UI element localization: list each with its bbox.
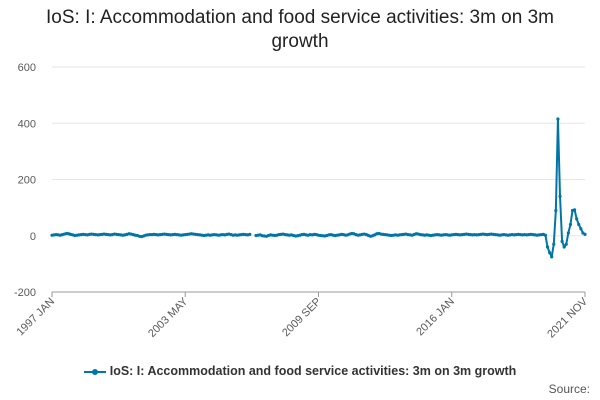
series-group	[50, 117, 587, 259]
data-point	[248, 232, 252, 236]
data-point	[545, 245, 550, 249]
y-tick-label: 0	[30, 231, 36, 243]
x-tick-label: 2021 NOV	[545, 295, 590, 340]
gridlines	[52, 66, 585, 293]
data-point	[554, 208, 558, 213]
legend-swatch	[83, 366, 106, 378]
data-point	[562, 245, 566, 249]
data-point	[564, 242, 568, 246]
data-point	[556, 117, 560, 121]
x-tick-label: 2016 JAN	[414, 296, 457, 339]
y-tick-label: 200	[18, 175, 36, 187]
data-point	[550, 255, 554, 259]
data-point	[543, 233, 548, 237]
x-axis-ticks: 1997 JAN 2003 MAY 2009 SEP 2016 JAN 2021 NOV	[14, 292, 591, 340]
chart-title: IoS: I: Accommodation and food service a…	[46, 7, 554, 52]
data-point	[560, 239, 564, 243]
data-point	[575, 217, 579, 221]
data-point	[577, 222, 581, 227]
y-tick-label: 600	[18, 62, 36, 74]
data-point	[566, 231, 570, 235]
data-point	[552, 242, 556, 246]
legend[interactable]: IoS: I: Accommodation and food service a…	[0, 364, 600, 378]
legend-label: IoS: I: Accommodation and food service a…	[109, 364, 517, 378]
x-tick-label: 2009 SEP	[280, 296, 324, 340]
data-point	[583, 232, 587, 236]
y-axis-ticks: 600 400 200 0 -200	[14, 62, 36, 299]
data-point	[548, 251, 552, 255]
x-tick-label: 2003 MAY	[146, 295, 191, 340]
source-label: Source:	[548, 382, 590, 396]
data-point	[579, 227, 583, 231]
data-point	[568, 222, 573, 227]
data-point	[572, 208, 577, 212]
y-tick-label: -200	[14, 287, 36, 299]
x-tick-label: 1997 JAN	[14, 296, 57, 339]
data-point	[558, 194, 562, 198]
y-tick-label: 400	[18, 118, 36, 130]
